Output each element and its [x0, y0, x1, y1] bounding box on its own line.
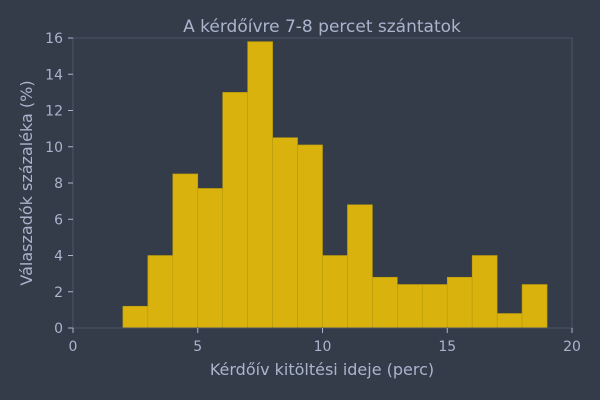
- histogram-bar-1: [147, 255, 174, 329]
- histogram-bar-15: [496, 313, 523, 329]
- y-tick-label: 6: [54, 212, 63, 228]
- histogram-bar-6: [272, 137, 298, 329]
- histogram-bar-9: [347, 204, 373, 329]
- histogram-bar-16: [521, 284, 548, 329]
- x-axis-ticks: 0 5 10 15 20: [69, 328, 581, 355]
- bars-group: [122, 41, 548, 329]
- y-axis-ticks: 0 2 4 6 8 10 12 14 16: [45, 31, 73, 337]
- x-tick-label: 15: [438, 339, 456, 355]
- x-tick-label: 20: [563, 339, 581, 355]
- histogram-bar-5: [247, 41, 273, 329]
- histogram-bar-7: [297, 144, 323, 329]
- y-tick-label: 4: [54, 249, 63, 265]
- histogram-bar-12: [421, 284, 448, 329]
- x-tick-label: 10: [314, 339, 332, 355]
- y-tick-label: 10: [45, 140, 63, 156]
- y-tick-label: 14: [45, 67, 63, 83]
- y-tick-label: 12: [45, 104, 63, 120]
- histogram-bar-0: [122, 305, 149, 329]
- y-tick-label: 2: [54, 285, 63, 301]
- x-tick-label: 5: [193, 339, 202, 355]
- x-tick-label: 0: [69, 339, 78, 355]
- histogram-bar-14: [471, 255, 498, 329]
- y-tick-label: 0: [54, 321, 63, 337]
- histogram-bar-11: [397, 284, 423, 329]
- y-axis-label: Válaszadók százaléka (%): [17, 80, 36, 285]
- y-tick-label: 16: [45, 31, 63, 47]
- histogram-bar-8: [322, 255, 348, 329]
- histogram-bar-13: [446, 276, 473, 329]
- histogram-bar-2: [172, 173, 199, 329]
- histogram-bar-10: [372, 276, 398, 329]
- chart-title: A kérdőívre 7-8 percet szántatok: [183, 17, 461, 37]
- x-axis-label: Kérdőív kitöltési ideje (perc): [210, 360, 434, 379]
- histogram-bar-4: [222, 92, 248, 329]
- y-tick-label: 8: [54, 176, 63, 192]
- histogram-bar-3: [197, 188, 224, 329]
